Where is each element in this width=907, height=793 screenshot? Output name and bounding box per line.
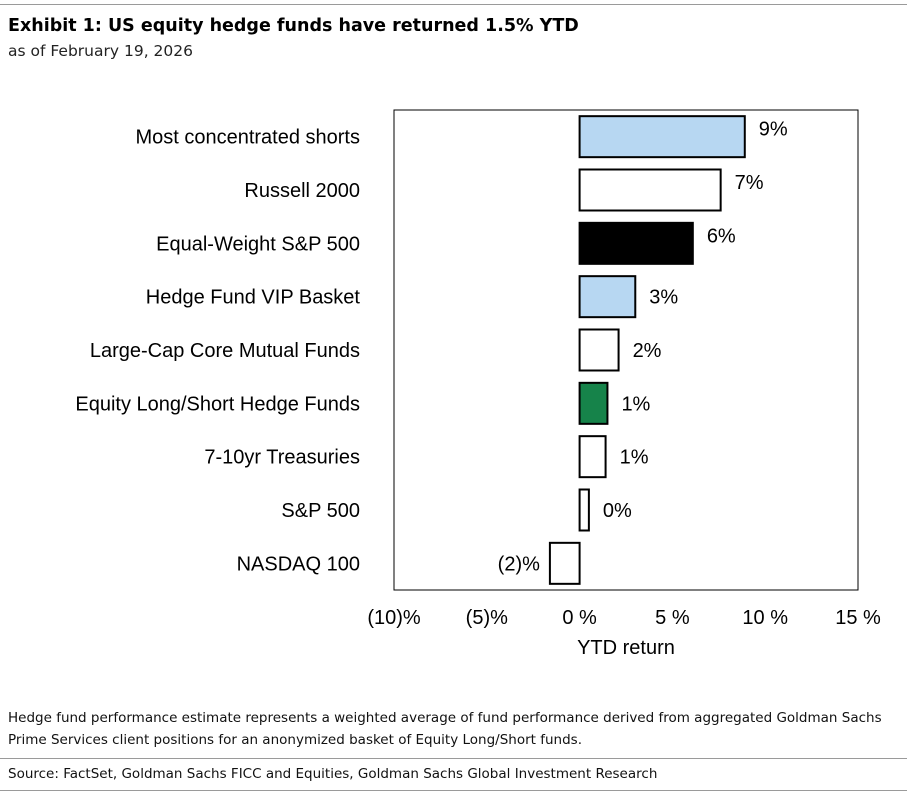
bottom-rule xyxy=(0,790,907,791)
bar xyxy=(578,115,746,159)
data-label: (2)% xyxy=(498,553,540,575)
source-note: Source: FactSet, Goldman Sachs FICC and … xyxy=(8,766,658,782)
chart-title: Exhibit 1: US equity hedge funds have re… xyxy=(8,16,579,36)
data-label: 7% xyxy=(735,172,764,194)
data-label: 2% xyxy=(633,340,662,362)
category-label: Most concentrated shorts xyxy=(135,127,360,149)
category-label: S&P 500 xyxy=(281,500,360,522)
bar xyxy=(548,541,581,585)
chart-subtitle: as of February 19, 2026 xyxy=(8,42,194,60)
data-label: 1% xyxy=(620,447,649,469)
data-label: 0% xyxy=(603,500,632,522)
x-tick-label: (10)% xyxy=(367,607,421,629)
divider xyxy=(0,758,907,759)
data-label: 1% xyxy=(621,393,650,415)
category-label: NASDAQ 100 xyxy=(237,553,360,575)
bar xyxy=(578,328,620,372)
bar xyxy=(578,435,607,479)
x-tick-label: (5)% xyxy=(466,607,508,629)
x-axis-title: YTD return xyxy=(577,637,675,659)
footnote: Hedge fund performance estimate represen… xyxy=(8,710,882,748)
category-label: Equity Long/Short Hedge Funds xyxy=(75,393,360,415)
data-label: 6% xyxy=(707,225,736,247)
category-label: Equal-Weight S&P 500 xyxy=(156,233,360,255)
x-tick-label: 15 % xyxy=(835,607,881,629)
category-label: Large-Cap Core Mutual Funds xyxy=(90,340,360,362)
bar-chart: Most concentrated shorts 9% Russell 2000 7%… xyxy=(75,109,881,659)
category-label: Russell 2000 xyxy=(244,180,360,202)
data-label: 9% xyxy=(759,119,788,141)
top-rule xyxy=(0,4,907,5)
bar xyxy=(578,221,694,265)
bar xyxy=(578,488,590,532)
data-label: 3% xyxy=(649,287,678,309)
bar xyxy=(578,275,637,319)
bar xyxy=(578,381,609,425)
x-tick-label: 10 % xyxy=(742,607,788,629)
plot-frame xyxy=(393,109,859,591)
category-label: 7-10yr Treasuries xyxy=(204,447,360,469)
bar xyxy=(578,168,722,212)
x-tick-label: 0 % xyxy=(562,607,597,629)
x-tick-label: 5 % xyxy=(655,607,690,629)
category-label: Hedge Fund VIP Basket xyxy=(146,287,361,309)
